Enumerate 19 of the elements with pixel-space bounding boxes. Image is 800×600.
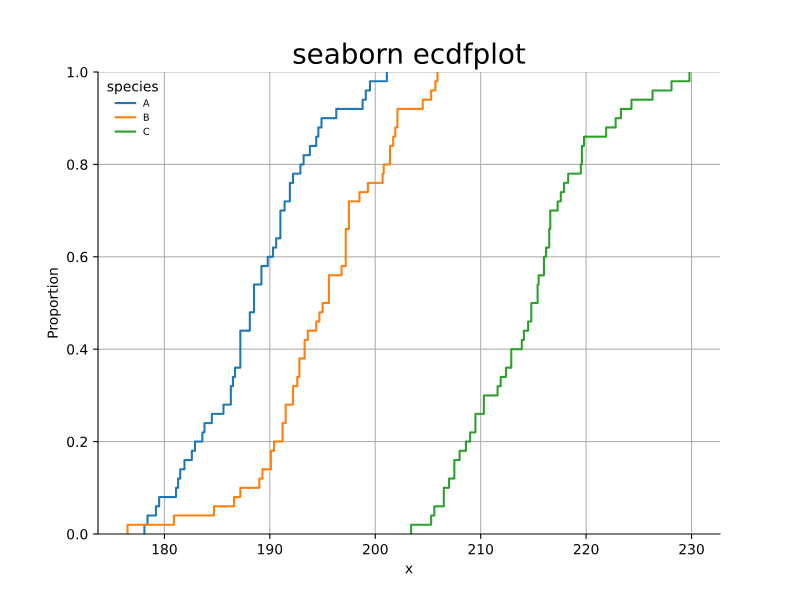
x-tick-label: 220: [574, 544, 598, 554]
x-tick-label: 180: [152, 544, 177, 554]
y-tick-label: 0.4: [67, 344, 88, 355]
legend-label: A: [142, 99, 150, 106]
y-axis-title: Proportion: [47, 268, 61, 338]
chart-title: seaborn ecdfplot: [294, 42, 526, 70]
legend-title: species: [108, 80, 158, 94]
y-tick-label: 0.2: [67, 436, 87, 448]
y-tick-label: 1.0: [68, 66, 88, 78]
y-tick-label: 0.6: [67, 252, 88, 262]
y-tick-label: 0.8: [67, 159, 88, 170]
x-tick-label: 210: [468, 544, 494, 554]
legend-label: C: [143, 128, 150, 136]
y-tick-label: 0.0: [67, 528, 88, 540]
x-axis-title: x: [405, 566, 413, 574]
x-tick-label: 200: [363, 544, 388, 554]
legend-label: B: [144, 114, 149, 121]
x-tick-label: 230: [679, 544, 704, 554]
x-tick-label: 190: [258, 544, 282, 554]
